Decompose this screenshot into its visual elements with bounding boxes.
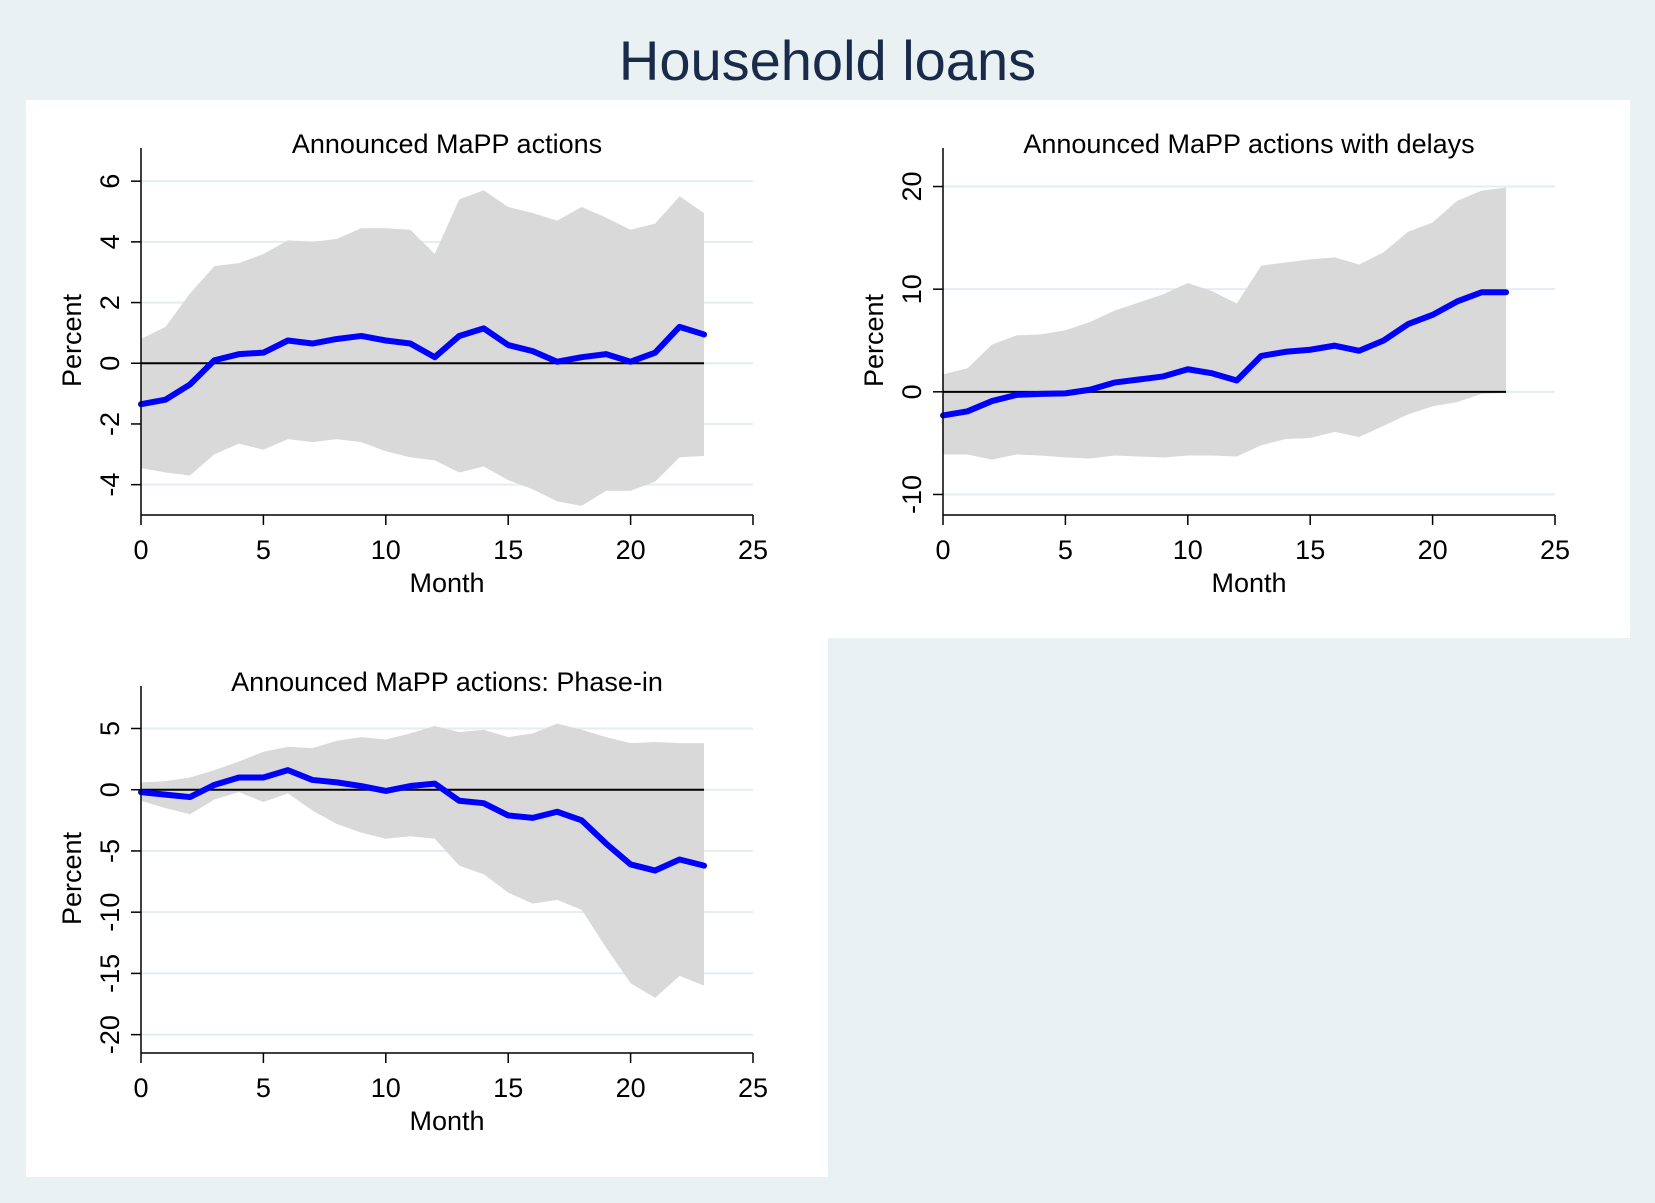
x-tick-label: 0 xyxy=(133,535,148,565)
confidence-band xyxy=(943,187,1507,460)
y-tick-label: -4 xyxy=(95,473,125,497)
y-tick-label: -20 xyxy=(95,1015,125,1054)
x-axis-title: Month xyxy=(409,568,484,598)
y-tick-label: -15 xyxy=(95,954,125,993)
chart-panel-announced: Announced MaPP actions 0 5 10 15 20 25 -4 -2 0 2 4 6… xyxy=(26,100,828,638)
chart-title: Announced MaPP actions xyxy=(292,129,602,159)
x-tick-label: 15 xyxy=(493,1073,523,1103)
x-tick-label: 10 xyxy=(1173,535,1203,565)
estimate-line xyxy=(940,289,1510,419)
x-tick-label: 20 xyxy=(1418,535,1448,565)
y-tick-label: 0 xyxy=(897,384,927,399)
chart-svg: Announced MaPP actions: Phase-in 0 5 10 15 20… xyxy=(57,667,768,1136)
y-axis-title: Percent xyxy=(57,293,87,387)
y-tick-label: -10 xyxy=(95,893,125,932)
y-axis-title: Percent xyxy=(859,293,889,387)
x-axis-title: Month xyxy=(409,1106,484,1136)
x-tick-label: 5 xyxy=(1058,535,1073,565)
estimate-line xyxy=(138,323,708,408)
y-tick-label: 10 xyxy=(897,274,927,304)
chart-panel-delays: Announced MaPP actions with delays 0 5 10 15… xyxy=(828,100,1630,638)
x-tick-label: 10 xyxy=(371,535,401,565)
y-tick-label: 2 xyxy=(95,295,125,310)
y-tick-label: 0 xyxy=(95,356,125,371)
chart-title: Announced MaPP actions: Phase-in xyxy=(231,667,663,697)
x-tick-label: 15 xyxy=(493,535,523,565)
confidence-band xyxy=(141,723,705,998)
x-tick-label: 25 xyxy=(1540,535,1570,565)
x-tick-label: 0 xyxy=(133,1073,148,1103)
y-tick-label: 4 xyxy=(95,234,125,249)
chart-svg: Announced MaPP actions with delays 0 5 10 15… xyxy=(859,129,1570,598)
x-tick-label: 25 xyxy=(738,1073,768,1103)
x-tick-label: 20 xyxy=(616,1073,646,1103)
x-tick-label: 5 xyxy=(256,535,271,565)
y-tick-label: 6 xyxy=(95,174,125,189)
x-tick-label: 10 xyxy=(371,1073,401,1103)
estimate-line xyxy=(138,767,708,874)
y-tick-label: -2 xyxy=(95,412,125,436)
chart-title: Announced MaPP actions with delays xyxy=(1023,129,1474,159)
y-tick-label: 20 xyxy=(897,172,927,202)
x-tick-label: 0 xyxy=(935,535,950,565)
y-tick-label: -5 xyxy=(95,839,125,863)
y-axis-title: Percent xyxy=(57,831,87,925)
chart-svg: Announced MaPP actions 0 5 10 15 20 25 -4 -2 0 2 4 6… xyxy=(57,129,768,598)
y-tick-label: 5 xyxy=(95,721,125,736)
y-tick-label: 0 xyxy=(95,782,125,797)
x-tick-label: 15 xyxy=(1295,535,1325,565)
x-tick-label: 20 xyxy=(616,535,646,565)
figure-title: Household loans xyxy=(618,29,1037,92)
y-tick-label: -10 xyxy=(897,475,927,514)
chart-panel-phase-in: Announced MaPP actions: Phase-in 0 5 10 15 20… xyxy=(26,638,828,1177)
x-tick-label: 25 xyxy=(738,535,768,565)
x-tick-label: 5 xyxy=(256,1073,271,1103)
x-axis-title: Month xyxy=(1211,568,1286,598)
